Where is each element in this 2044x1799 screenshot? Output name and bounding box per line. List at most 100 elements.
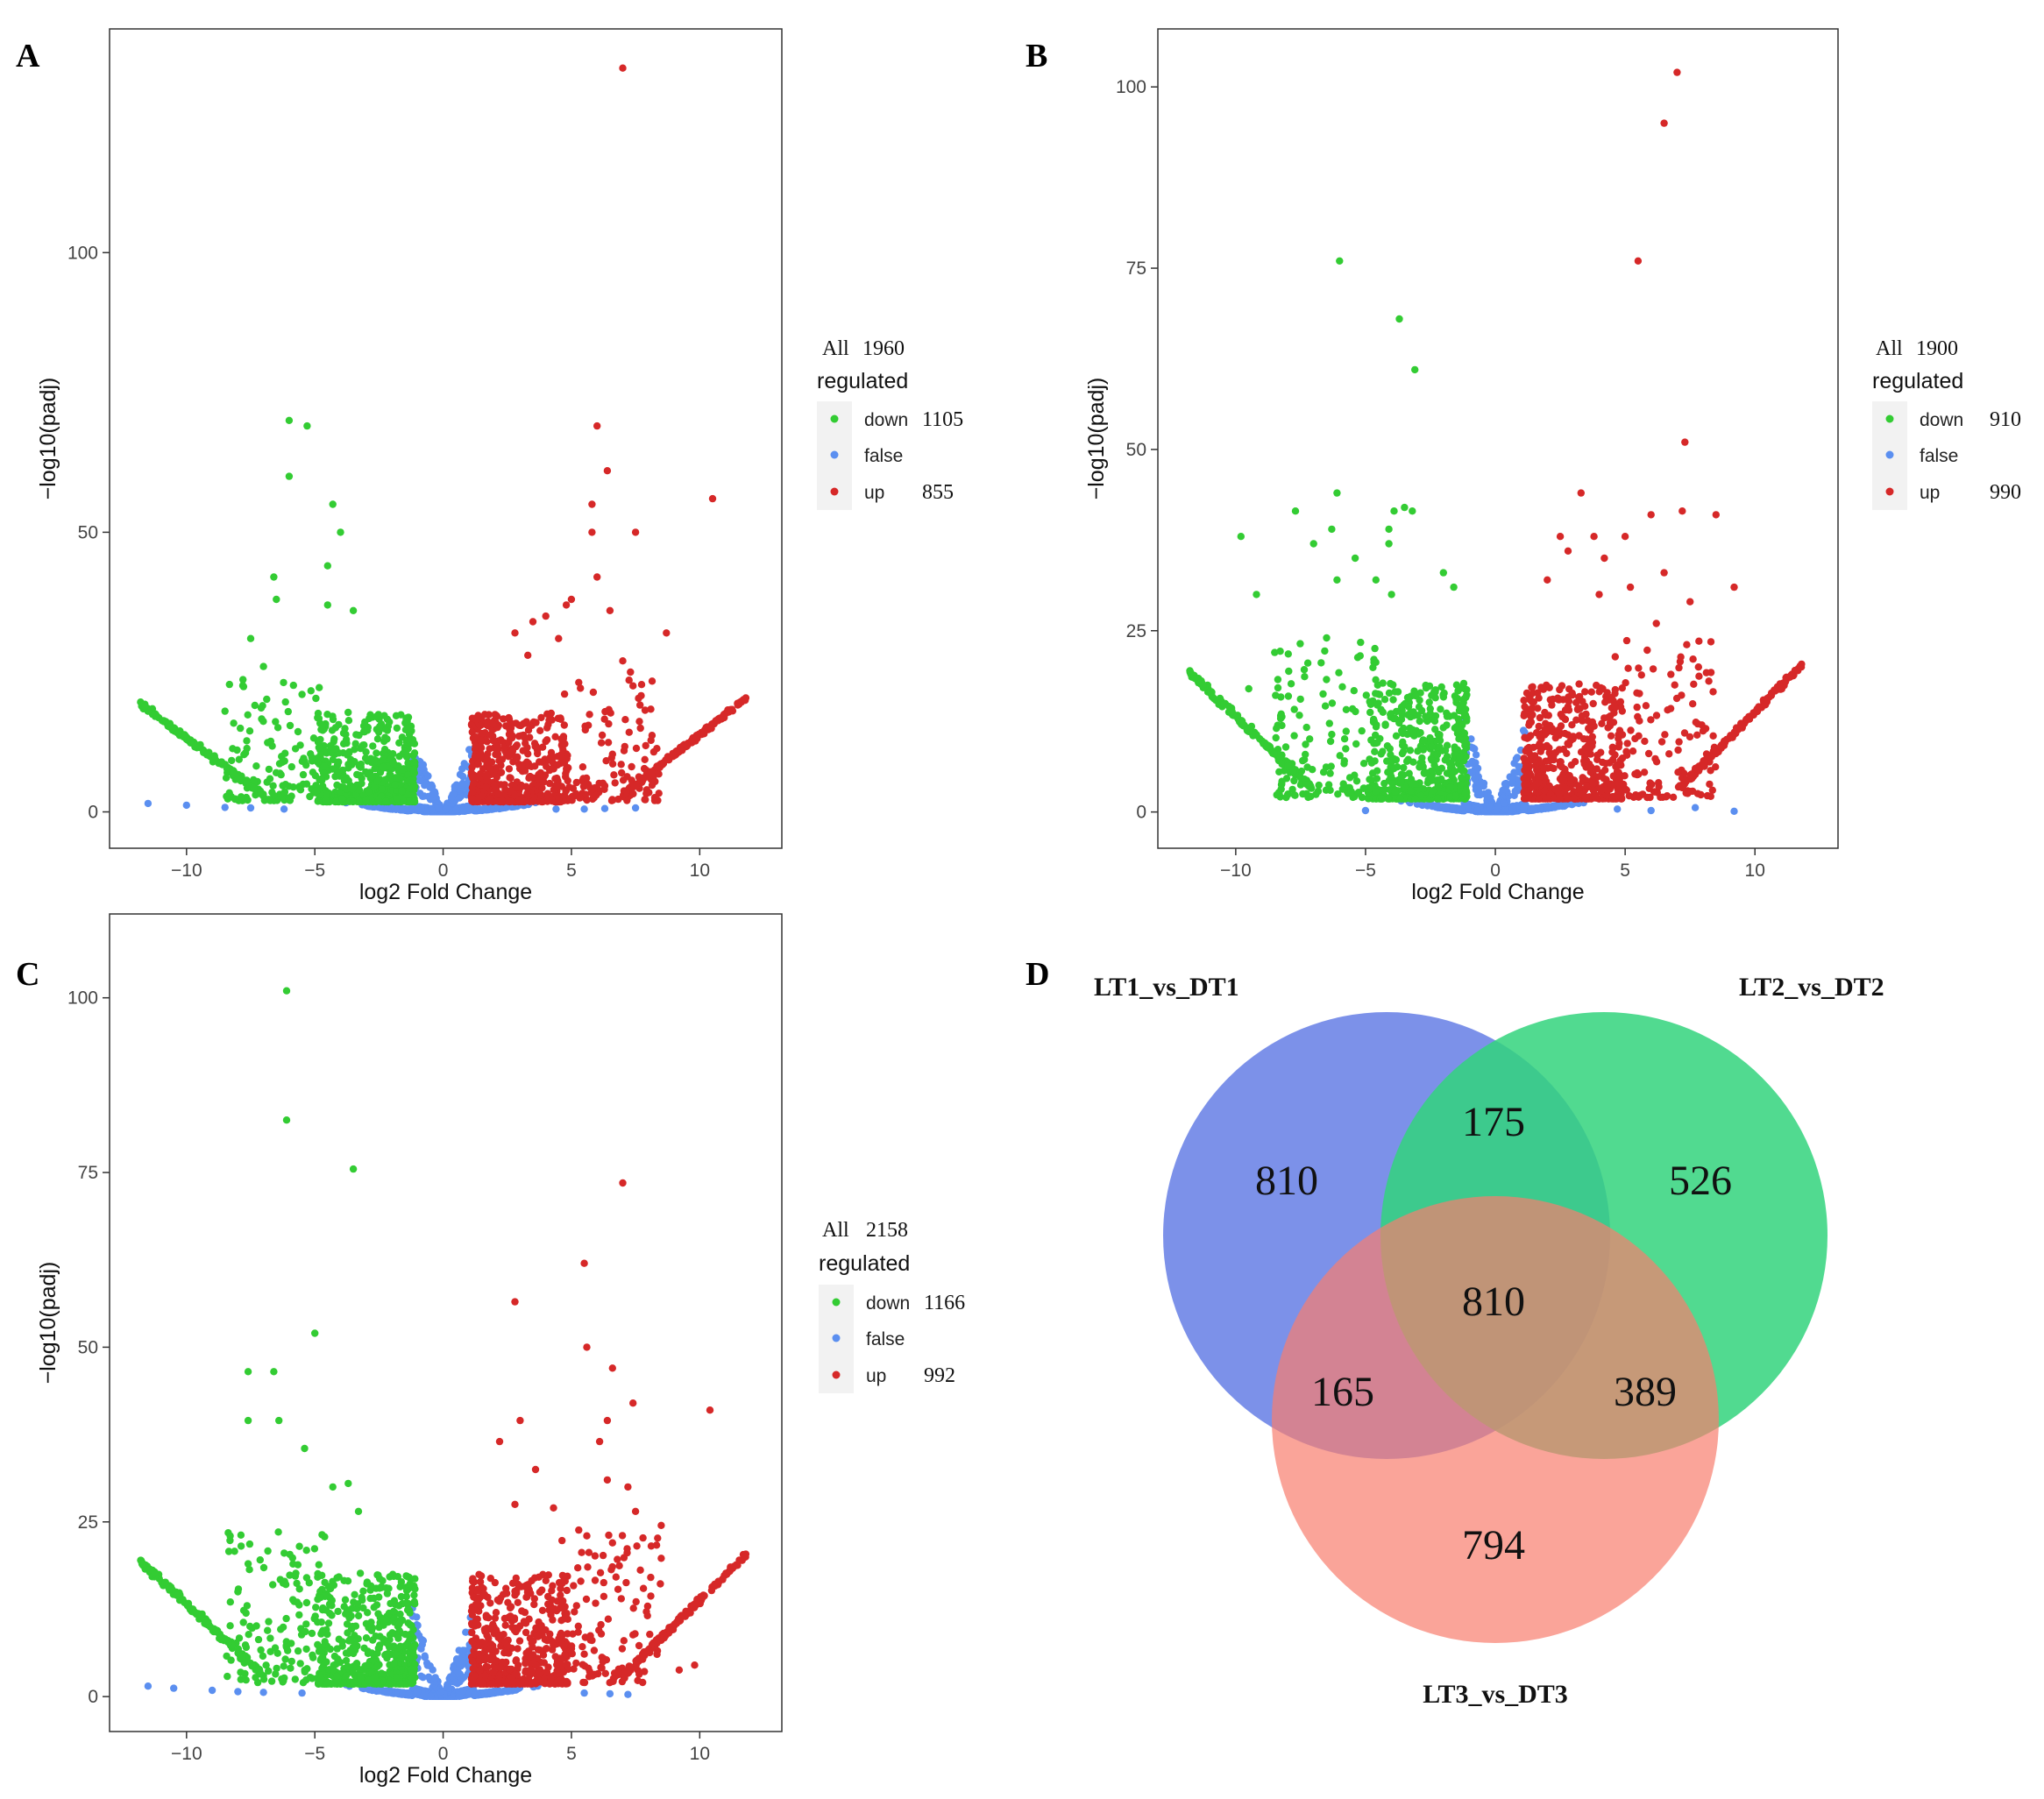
point-up — [476, 721, 485, 730]
point-down — [405, 776, 414, 785]
point-up — [1671, 681, 1678, 689]
point-down — [235, 755, 243, 763]
point-up — [529, 797, 537, 805]
point-down — [367, 758, 376, 767]
point-up — [575, 678, 583, 686]
point-down — [1399, 729, 1407, 738]
point-down — [259, 662, 267, 670]
point-up — [1575, 680, 1583, 688]
point-up — [1693, 731, 1701, 739]
point-false — [1519, 726, 1528, 734]
point-down — [1406, 724, 1414, 733]
point-up — [1705, 677, 1713, 685]
point-down — [329, 715, 337, 724]
point-down — [259, 702, 266, 710]
point-up — [1610, 709, 1618, 717]
point-down — [323, 711, 331, 719]
point-down — [1321, 702, 1330, 710]
point-up — [537, 791, 545, 799]
point-down — [1392, 732, 1401, 740]
point-down — [1340, 760, 1348, 768]
point-up — [588, 500, 596, 508]
point-false — [1473, 806, 1481, 814]
point-up — [505, 739, 513, 747]
point-false — [1441, 804, 1450, 812]
point-down — [1409, 708, 1417, 716]
legend-label-up-a: up — [864, 483, 884, 503]
point-down — [1325, 719, 1334, 727]
point-down — [285, 796, 293, 804]
point-up — [581, 722, 589, 730]
point-down — [193, 741, 202, 749]
point-down — [1342, 727, 1351, 735]
point-up — [1689, 700, 1697, 708]
point-up — [1689, 655, 1697, 663]
point-down — [1338, 683, 1346, 691]
point-down — [246, 634, 255, 642]
point-down — [1443, 712, 1451, 720]
point-up — [1586, 768, 1595, 776]
point-down — [1300, 666, 1309, 674]
point-down — [1321, 647, 1329, 655]
point-down — [393, 795, 401, 803]
point-down — [1362, 691, 1371, 699]
point-down — [398, 787, 406, 795]
point-down — [1327, 762, 1335, 770]
point-down — [1454, 695, 1462, 703]
point-down — [1366, 755, 1373, 763]
point-down — [1430, 688, 1438, 696]
point-up — [1529, 698, 1538, 706]
point-down — [1437, 775, 1445, 783]
point-up — [1613, 761, 1621, 770]
point-down — [380, 737, 388, 746]
point-up — [664, 754, 671, 763]
point-up — [532, 719, 540, 726]
point-up — [663, 629, 671, 637]
point-up — [471, 753, 479, 761]
point-up — [617, 761, 625, 768]
y-tick-label: 100 — [1116, 77, 1146, 97]
point-down — [1450, 712, 1458, 719]
point-down — [245, 727, 254, 735]
point-down — [243, 777, 251, 785]
point-down — [1432, 765, 1441, 773]
point-down — [401, 747, 408, 755]
point-down — [287, 762, 295, 771]
point-up — [1533, 766, 1541, 774]
point-up — [635, 694, 642, 703]
point-false — [280, 805, 288, 813]
point-up — [604, 739, 613, 747]
point-down — [1426, 736, 1435, 744]
point-up — [1561, 729, 1569, 738]
y-tick-label: 25 — [1126, 621, 1146, 641]
point-up — [1521, 733, 1529, 741]
point-down — [1340, 735, 1349, 743]
point-down — [239, 676, 247, 683]
point-false — [391, 804, 400, 812]
point-up — [567, 595, 576, 604]
point-down — [1272, 691, 1280, 699]
point-up — [1637, 671, 1646, 679]
point-up — [1693, 790, 1702, 797]
point-up — [1699, 727, 1707, 735]
point-down — [1354, 789, 1363, 797]
point-up — [606, 606, 614, 614]
point-up — [477, 736, 485, 744]
point-up — [1556, 685, 1564, 694]
point-down — [1342, 705, 1351, 713]
point-false — [1487, 794, 1494, 802]
point-up — [1611, 685, 1620, 694]
point-up — [474, 773, 483, 781]
point-down — [340, 783, 348, 791]
point-up — [1543, 741, 1551, 750]
point-up — [1674, 746, 1682, 754]
point-false — [400, 806, 408, 814]
point-down — [405, 724, 413, 733]
point-up — [472, 742, 479, 750]
point-up — [636, 724, 644, 733]
point-down — [1273, 790, 1281, 799]
point-down — [1459, 708, 1468, 717]
point-up — [543, 710, 551, 718]
point-up — [1576, 705, 1584, 712]
point-up — [718, 714, 726, 722]
